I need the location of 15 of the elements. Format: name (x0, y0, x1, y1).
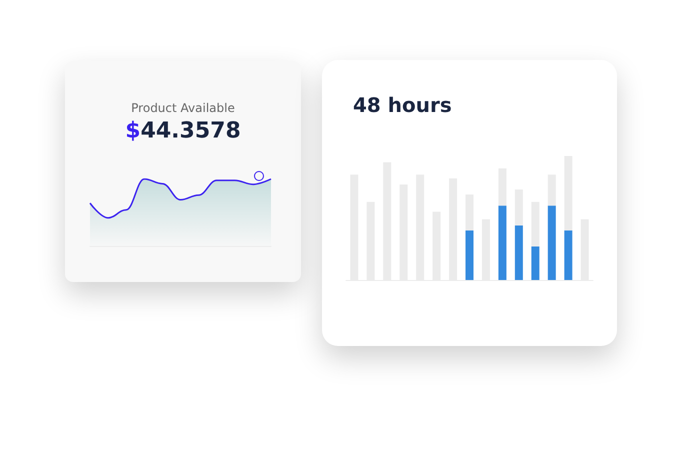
bar (531, 246, 540, 280)
chart-title: 48 hours (353, 93, 452, 117)
bar (514, 225, 523, 280)
bar (548, 174, 556, 206)
bar (564, 156, 572, 230)
bar (564, 230, 572, 280)
bar (466, 194, 474, 230)
bar (498, 206, 506, 280)
bar (498, 168, 506, 206)
bar (514, 189, 523, 226)
chart-subtitle: Product Available (131, 101, 235, 115)
bar (466, 230, 474, 280)
bar (548, 206, 556, 280)
chart-title: $44.3578 (125, 118, 241, 144)
bar (531, 202, 540, 247)
